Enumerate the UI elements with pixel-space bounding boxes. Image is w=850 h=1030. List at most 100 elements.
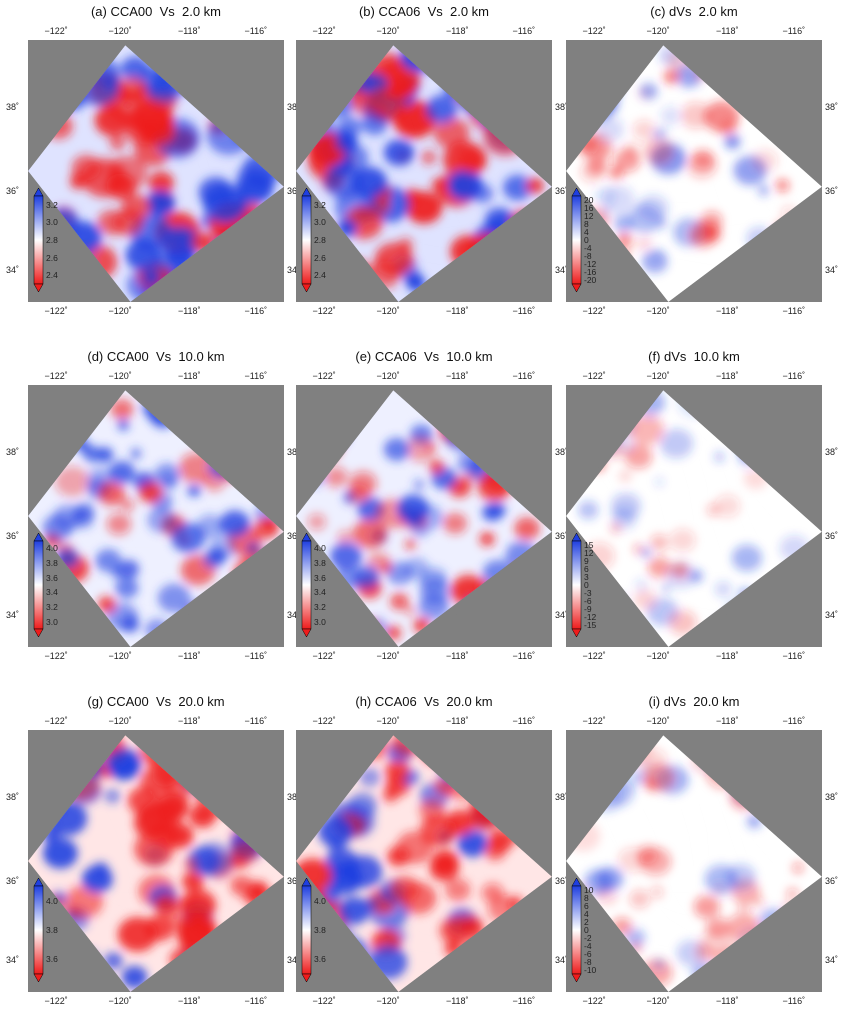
colorbar-tick-label: 3.0 [46, 217, 58, 228]
fault-trace [36, 50, 238, 260]
velocity-anomaly [420, 150, 437, 165]
fault-trace [755, 924, 806, 961]
colorbar-gradient [571, 540, 582, 630]
panel-title: (f) dVs 10.0 km [648, 349, 740, 364]
velocity-anomaly [170, 522, 206, 553]
bottom-longitude-label: −118˚ [177, 306, 201, 316]
velocity-anomaly [120, 616, 140, 633]
fault-lines [36, 385, 284, 637]
left-latitude-label: 38˚ [6, 447, 20, 458]
latitude-label: 36˚ [287, 185, 301, 196]
latitude-label: 38˚ [825, 792, 839, 803]
colorbar-max-arrow [571, 187, 582, 197]
map-border [296, 385, 552, 647]
fault-trace [304, 395, 506, 605]
colorbar-tick-label: -10 [584, 965, 597, 975]
panel-title: (b) CCA06 Vs 2.0 km [358, 4, 490, 19]
velocity-anomaly [383, 437, 411, 461]
latitude-label: 34˚ [555, 954, 569, 965]
colorbar-max-arrow [33, 532, 44, 542]
fault-trace [130, 730, 284, 913]
top-longitude-label: −120˚ [646, 716, 670, 726]
fault-trace [592, 464, 776, 574]
top-longitude-label: −122˚ [312, 716, 336, 726]
fault-trace [192, 610, 248, 636]
colorbar-min-arrow [301, 283, 312, 293]
fault-trace [643, 809, 694, 924]
fault-trace [217, 579, 268, 616]
fault-trace [714, 443, 745, 532]
velocity-anomaly [54, 466, 90, 497]
left-latitude-label: 38˚ [6, 792, 20, 803]
velocity-anomaly [731, 544, 763, 572]
colorbar-tick-label: 8 [584, 219, 589, 229]
colorbar-tick-label: -15 [584, 620, 597, 630]
top-longitude-label: −116˚ [244, 26, 268, 36]
velocity-anomaly [431, 177, 449, 193]
colorbar-tick-label: 3.8 [46, 558, 58, 568]
fault-trace [755, 579, 806, 616]
bottom-longitude-label: −120˚ [376, 996, 400, 1006]
fault-lines [574, 40, 822, 292]
velocity-anomaly [120, 498, 135, 511]
top-longitude-label: −120˚ [646, 26, 670, 36]
left-latitude-label: 34˚ [6, 954, 20, 965]
velocity-anomaly [714, 581, 733, 597]
map-frame [566, 385, 822, 647]
fault-trace [161, 113, 192, 223]
velocity-anomaly [671, 562, 689, 578]
velocity-anomaly [106, 513, 132, 535]
fault-trace [398, 385, 552, 568]
fault-trace [176, 443, 207, 532]
velocity-anomaly [336, 530, 355, 546]
fault-trace [120, 255, 233, 286]
top-longitude-label: −120˚ [108, 26, 132, 36]
velocity-anomaly [104, 789, 121, 804]
map-panel-f: (f) dVs 10.0 km −122˚ −120˚ −118˚ −116˚ −122˚… [566, 345, 838, 685]
bottom-longitude-label: −116˚ [782, 306, 806, 316]
latitude-label: 34˚ [825, 954, 839, 965]
latitude-label: 36˚ [555, 875, 569, 886]
colorbar-max-arrow [301, 877, 312, 887]
colorbar-tick-label: 2.6 [46, 252, 58, 263]
fault-trace [347, 529, 419, 547]
velocity-anomaly [203, 549, 225, 568]
fault-trace [304, 50, 506, 260]
fault-trace [411, 119, 424, 177]
velocity-anomaly [738, 903, 750, 913]
colorbar-min-arrow [571, 283, 582, 293]
fault-trace [311, 87, 331, 129]
fault-trace [668, 40, 822, 223]
fault-trace [411, 464, 424, 522]
velocity-anomaly [307, 513, 327, 530]
bottom-longitude-label: −116˚ [244, 996, 268, 1006]
fault-trace [740, 490, 771, 558]
fault-trace [581, 432, 601, 474]
bottom-longitude-label: −122˚ [582, 306, 606, 316]
velocity-anomaly [158, 789, 190, 817]
colorbar-tick-label: -4 [584, 243, 592, 253]
colorbar [33, 187, 44, 293]
fault-trace [43, 777, 63, 819]
colorbar [301, 532, 312, 638]
colorbar [571, 877, 582, 983]
latitude-label: 36˚ [825, 185, 839, 196]
velocity-anomaly [109, 135, 126, 150]
colorbar-tick-label: 3.6 [314, 572, 326, 583]
colorbar-min-arrow [33, 283, 44, 293]
velocity-anomaly [431, 849, 459, 874]
top-longitude-label: −122˚ [44, 26, 68, 36]
velocity-anomaly [330, 542, 363, 571]
fault-trace [444, 443, 475, 532]
velocity-anomaly [348, 484, 371, 504]
fault-trace [130, 40, 284, 223]
colorbar-tick-label: -8 [584, 251, 592, 261]
fault-trace [43, 432, 63, 474]
velocity-anomaly [428, 459, 445, 474]
velocity-anomaly [425, 95, 458, 124]
colorbar-max-arrow [301, 532, 312, 542]
colorbar-tick-label: 2 [584, 917, 589, 927]
fault-trace [304, 740, 506, 950]
velocity-anomaly [42, 514, 73, 541]
top-longitude-label: −122˚ [582, 716, 606, 726]
